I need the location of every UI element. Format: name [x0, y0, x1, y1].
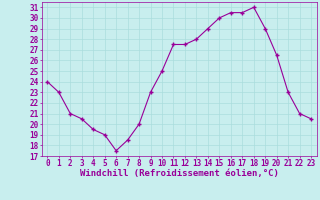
X-axis label: Windchill (Refroidissement éolien,°C): Windchill (Refroidissement éolien,°C)	[80, 169, 279, 178]
